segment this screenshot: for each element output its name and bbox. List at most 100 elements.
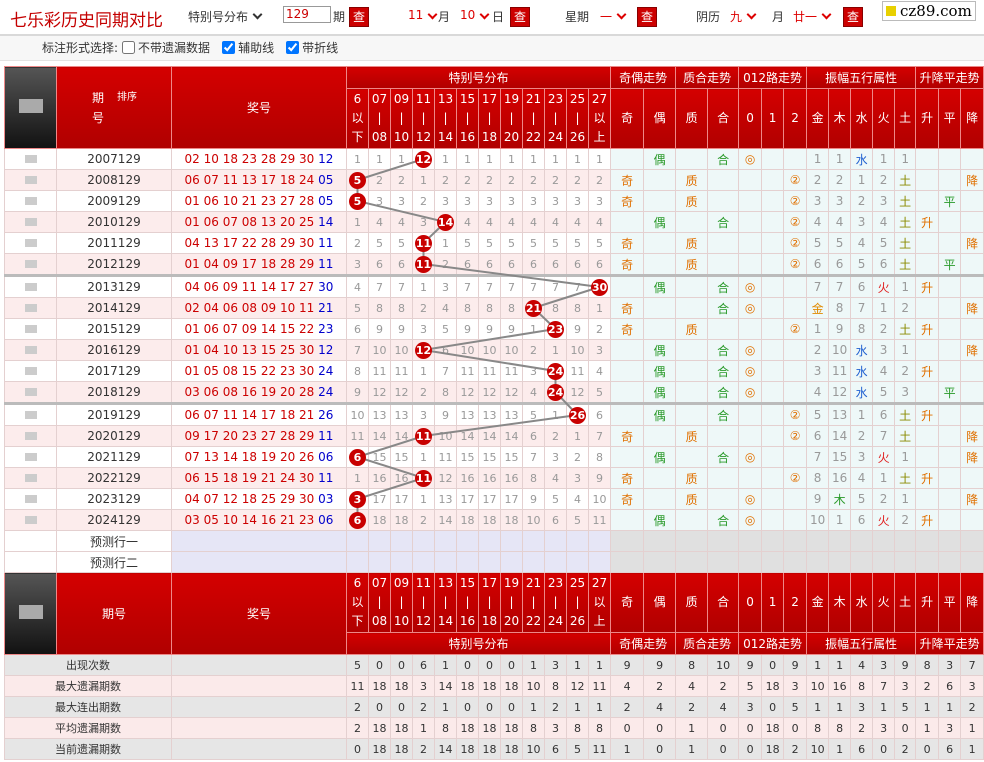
stats-value: 0 [346,738,369,760]
option-text: 带折线 [302,41,339,55]
stats-value: 18 [456,675,479,697]
option-checkbox[interactable] [286,41,300,54]
cell [738,232,763,254]
column-header: 奇 [610,88,645,149]
query-button[interactable]: 查 [510,7,530,27]
query-button[interactable]: 查 [637,7,657,27]
cell: 2 [500,169,523,191]
cell: 24 [544,381,567,404]
logo[interactable]: cz89.com [882,1,976,21]
cell: 11 [500,360,523,382]
lunar-day-select[interactable]: 廿一 [793,8,833,25]
cell: 2 [566,169,589,191]
sort-button[interactable]: 排序 [117,91,137,103]
column-header-part: | [465,595,470,609]
option[interactable]: 带折线 [282,41,338,55]
cell [938,169,962,191]
stats-value: 0 [738,717,763,739]
option-checkbox[interactable] [222,41,236,54]
header-row: 特别号分布 奇偶走势 质合走势 012路走势 振幅五行属性 升降平走势 [5,632,984,655]
column-header: 木 [828,572,852,633]
cell: 6 [346,318,369,340]
header-row: 6 以下 07 | 08 09 | 10 11 | 12 13 | 14 15 | 16 17 | 18 19 | 20 21… [5,88,984,149]
issue: 2012129 [56,253,172,276]
data-row: 2015129 01 06 07 09 14 15 22 23 6 9 9 3 5 9 9 9 1 2… [4,318,984,340]
column-header: 0 [738,88,763,149]
mode-select[interactable]: 特别号分布 [188,8,264,25]
column-header: 平 [938,88,962,149]
cell [675,148,709,170]
table-head: 期号排序 奖号 特别号分布 奇偶走势 质合走势 012路走势 振幅五行属性 升降平走势 6 以下 0… [4,66,984,149]
cell: 3 [544,190,567,212]
column-header: 升 [915,88,940,149]
cell: 偶 [643,274,677,298]
issue: 2015129 [56,318,172,340]
cell: 升 [915,509,940,531]
query-button[interactable]: 查 [349,7,369,27]
cell: 5 [544,232,567,254]
cell: 质 [675,169,709,191]
column-header-part: 26 [569,130,586,144]
column-header: 1 [761,88,785,149]
cell: 4 [346,274,369,298]
predict-cell [675,551,709,573]
cell [610,274,645,298]
cell: ② [783,211,808,233]
cell: 2 [587,169,612,191]
cell: 4 [587,211,612,233]
cell: 1 [894,274,917,298]
cell: 3 [522,190,545,212]
column-header-part: 上 [593,614,606,628]
option[interactable]: 不带遗漏数据 [118,41,210,55]
special-number: 12 [318,343,334,357]
stats-value: 0 [643,738,677,760]
column-header: 土 [894,572,917,633]
cell: ◎ [738,381,763,404]
weekday-select[interactable]: 一 [600,8,628,25]
cell: 奇 [610,318,645,340]
numbers: 04 06 09 11 14 17 27 30 [171,274,347,298]
cell [738,467,763,489]
cell: 2 [478,169,501,191]
column-header-part: | [531,111,536,125]
day-unit: 日 [492,10,505,24]
option-checkbox[interactable] [122,41,136,54]
column-header-part: | [421,595,426,609]
cell: 3 [806,190,830,212]
column-header-part: | [377,595,382,609]
cell: ② [783,232,808,254]
predict-cell [368,551,391,573]
avatar-cell [4,190,57,212]
cell: 4 [522,381,545,404]
issue-input[interactable]: 129 [283,6,331,23]
cell [783,274,808,298]
stats-value: 18 [500,738,523,760]
group-header: 012路走势 [738,66,808,89]
predict-row: 预测行二 [4,551,984,573]
lunar-month-select[interactable]: 九 [730,8,758,25]
lunar-label: 阴历 [696,10,721,24]
column-header-part: | [509,595,514,609]
cell: 1 [566,148,589,170]
day-select[interactable]: 10 [460,8,491,22]
stats-value: 0 [761,696,785,718]
query-button[interactable]: 查 [843,7,863,27]
stats-value: 2 [960,696,984,718]
special-number: 11 [318,257,334,271]
cell: 降 [960,446,984,468]
cell [761,488,785,510]
cell: 5 [806,402,830,426]
option[interactable]: 辅助线 [218,41,274,55]
month-select[interactable]: 11 [408,8,439,22]
column-header: 21 | 22 [522,572,545,633]
cell: 12 [456,381,479,404]
predict-cell [938,530,962,552]
cell: 9 [456,318,479,340]
predict-cell [478,530,501,552]
cell: 2 [828,169,852,191]
cell [675,381,709,404]
cell [707,488,740,510]
cell: 偶 [643,339,677,361]
corner [4,572,57,655]
cell [938,318,962,340]
